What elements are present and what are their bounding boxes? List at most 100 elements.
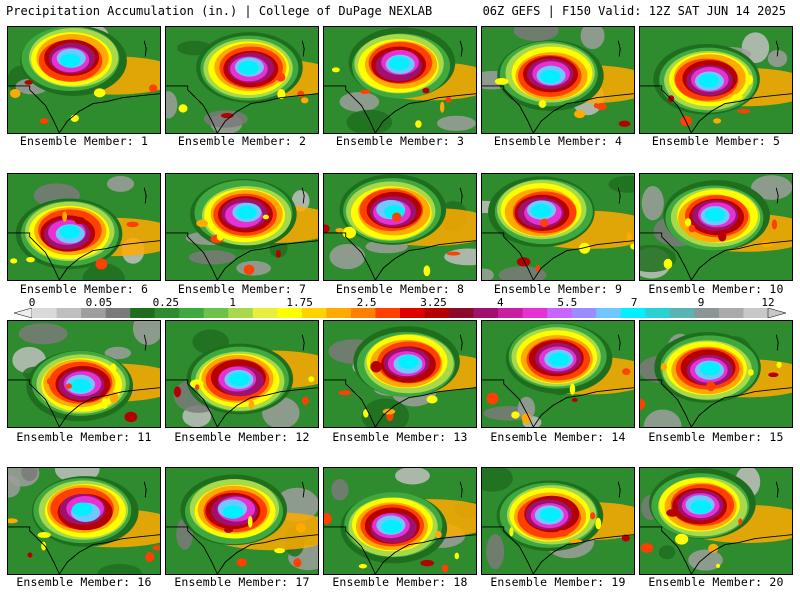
dry-patch bbox=[132, 321, 160, 346]
precip-contour bbox=[531, 203, 552, 218]
precip-contour bbox=[540, 69, 561, 84]
precip-cell bbox=[335, 227, 344, 233]
precip-cell bbox=[189, 379, 204, 389]
ensemble-map-panel bbox=[165, 467, 319, 575]
precip-cell bbox=[178, 104, 188, 113]
state-border bbox=[459, 334, 463, 351]
precip-cell bbox=[95, 258, 108, 270]
precip-cell bbox=[688, 224, 696, 233]
precip-cell bbox=[358, 564, 368, 569]
colorbar-arrow-right bbox=[767, 308, 786, 318]
precip-cell bbox=[293, 558, 302, 568]
ensemble-member-label: Ensemble Member: 8 bbox=[335, 282, 465, 296]
colorbar-tick-label: 2.5 bbox=[356, 296, 377, 309]
precip-cell bbox=[149, 84, 158, 93]
state-border bbox=[459, 481, 463, 498]
ensemble-map-panel bbox=[639, 320, 793, 428]
dry-patch bbox=[346, 109, 393, 133]
coastline bbox=[374, 240, 476, 280]
colorbar-swatch bbox=[56, 308, 82, 318]
precip-cell bbox=[439, 101, 445, 113]
state-border bbox=[324, 85, 376, 133]
precip-cell bbox=[569, 383, 576, 395]
colorbar-swatch bbox=[252, 308, 278, 318]
state-border bbox=[143, 334, 147, 351]
precip-cell bbox=[426, 395, 438, 404]
colorbar-tick-label: 3.25 bbox=[420, 296, 447, 309]
precip-contour bbox=[236, 205, 257, 220]
coastline bbox=[690, 534, 792, 574]
precip-cell bbox=[297, 90, 305, 98]
dry-patch bbox=[106, 175, 135, 192]
precip-cell bbox=[684, 218, 692, 227]
state-border bbox=[617, 481, 621, 498]
ensemble-map-panel bbox=[7, 320, 161, 428]
precip-cell bbox=[445, 96, 452, 103]
precip-cell bbox=[423, 265, 431, 277]
precip-contour bbox=[704, 208, 726, 222]
colorbar-swatch bbox=[203, 308, 229, 318]
precip-cell bbox=[666, 509, 679, 517]
precip-cell bbox=[248, 400, 255, 410]
state-border bbox=[301, 187, 305, 204]
colorbar-arrow-left bbox=[14, 308, 33, 318]
dry-patch bbox=[97, 563, 142, 574]
precip-cell bbox=[446, 251, 461, 256]
precip-cell bbox=[713, 118, 722, 124]
dry-patch bbox=[8, 475, 21, 498]
colorbar-swatch bbox=[669, 308, 695, 318]
precip-cell bbox=[747, 369, 754, 376]
precip-contour bbox=[59, 224, 80, 239]
colorbar-swatch bbox=[498, 308, 523, 318]
state-border bbox=[482, 85, 534, 133]
precip-map bbox=[482, 27, 634, 133]
colorbar-graphic bbox=[14, 308, 786, 318]
precip-cell bbox=[590, 512, 596, 520]
dry-patch bbox=[339, 92, 380, 112]
state-border bbox=[640, 232, 692, 280]
ensemble-map-panel bbox=[481, 320, 635, 428]
coastline bbox=[374, 534, 476, 574]
colorbar-swatch bbox=[301, 308, 327, 318]
precip-cell bbox=[10, 258, 18, 264]
precip-cell bbox=[126, 221, 139, 228]
ensemble-map-panel bbox=[7, 467, 161, 575]
dry-patch bbox=[513, 27, 559, 42]
dry-patch bbox=[643, 409, 682, 427]
coastline bbox=[216, 534, 318, 574]
ensemble-member-label: Ensemble Member: 15 bbox=[648, 430, 784, 444]
state-border bbox=[482, 526, 534, 574]
colorbar-swatch bbox=[350, 308, 376, 318]
ensemble-member-label: Ensemble Member: 19 bbox=[490, 575, 626, 589]
colorbar-swatch bbox=[179, 308, 205, 318]
precip-cell bbox=[516, 257, 531, 267]
precip-cell bbox=[618, 120, 631, 127]
precip-map bbox=[640, 468, 792, 574]
precip-cell bbox=[621, 534, 630, 542]
coastline bbox=[216, 93, 318, 133]
dry-patch bbox=[641, 185, 664, 221]
state-border bbox=[640, 379, 692, 427]
state-border bbox=[775, 481, 779, 498]
ensemble-member-label: Ensemble Member: 6 bbox=[19, 282, 149, 296]
precip-cell bbox=[338, 390, 352, 396]
colorbar-tick-label: 1 bbox=[229, 296, 237, 309]
ensemble-member-label: Ensemble Member: 13 bbox=[332, 430, 468, 444]
dry-patch bbox=[21, 468, 38, 482]
dry-patch bbox=[188, 250, 236, 265]
ensemble-member-label: Ensemble Member: 10 bbox=[648, 282, 784, 296]
ensemble-member-label: Ensemble Member: 4 bbox=[493, 134, 623, 148]
state-border bbox=[8, 85, 60, 133]
state-border bbox=[482, 232, 534, 280]
precip-cell bbox=[540, 218, 549, 228]
ensemble-member-label: Ensemble Member: 20 bbox=[648, 575, 784, 589]
precip-map bbox=[166, 27, 318, 133]
precip-cell bbox=[173, 386, 182, 398]
dry-patch bbox=[82, 263, 126, 280]
colorbar-swatch bbox=[449, 308, 474, 318]
precip-cell bbox=[454, 552, 460, 560]
coastline bbox=[532, 93, 634, 133]
ensemble-member-label: Ensemble Member: 16 bbox=[16, 575, 152, 589]
precip-cell bbox=[27, 552, 33, 558]
ensemble-map-panel bbox=[481, 173, 635, 281]
